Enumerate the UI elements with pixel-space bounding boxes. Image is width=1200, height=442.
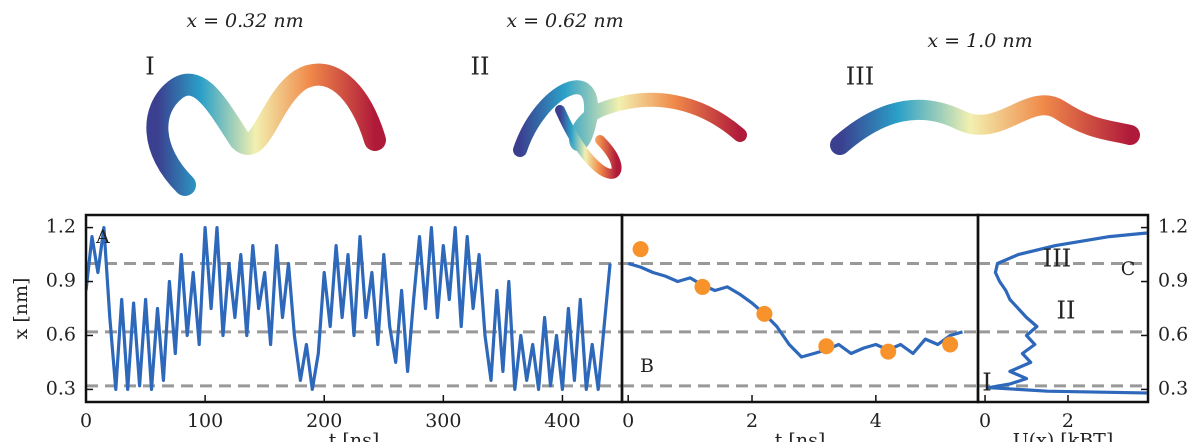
point bbox=[756, 305, 773, 322]
structure-value: x = 0.32 nm bbox=[186, 10, 303, 32]
x-tick-label: 0 bbox=[80, 410, 92, 432]
x-tick-label: 400 bbox=[544, 410, 580, 432]
x-axis-label: t [ns] bbox=[329, 429, 380, 442]
point bbox=[880, 343, 897, 360]
y-tick-label: 0.3 bbox=[46, 377, 76, 399]
structure-value: x = 0.62 nm bbox=[506, 10, 623, 32]
y-tick-label: 0.6 bbox=[46, 323, 76, 345]
line bbox=[987, 231, 1147, 395]
y-tick-label: 0.3 bbox=[1158, 377, 1188, 399]
line bbox=[86, 226, 612, 391]
plot-area bbox=[86, 226, 612, 391]
protein-renderings bbox=[146, 63, 1140, 196]
x-tick-label: 100 bbox=[187, 410, 223, 432]
x-axis-label: t [ns] bbox=[775, 429, 826, 442]
x-tick-label: 2 bbox=[1062, 410, 1074, 432]
y-axis-label: x [nm] bbox=[10, 278, 32, 340]
y-tick-label: 1.2 bbox=[1158, 216, 1188, 238]
x-tick-label: 0 bbox=[622, 410, 634, 432]
x-tick-label: 4 bbox=[870, 410, 882, 432]
plot-area bbox=[987, 231, 1147, 395]
y-tick-label: 0.9 bbox=[1158, 270, 1188, 292]
point bbox=[942, 336, 959, 353]
frame bbox=[976, 213, 1150, 404]
point bbox=[694, 278, 711, 295]
line bbox=[627, 261, 963, 359]
x-tick-label: 0 bbox=[979, 410, 991, 432]
structure-roman: II bbox=[471, 53, 490, 81]
x-tick-label: 300 bbox=[425, 410, 461, 432]
plot-area bbox=[627, 241, 963, 360]
structure-roman: III bbox=[846, 63, 874, 91]
point bbox=[632, 241, 649, 258]
state-label: II bbox=[1057, 297, 1076, 325]
panel-label: A bbox=[95, 226, 110, 248]
y-tick-label: 0.9 bbox=[46, 270, 76, 292]
state-label: I bbox=[982, 369, 991, 397]
y-tick-label: 1.2 bbox=[46, 216, 76, 238]
panel: 0 100 200 300 400 0.3 0.6 0.9 1.2 t [ns] x [nm] A bbox=[10, 213, 624, 442]
structure-roman: I bbox=[145, 53, 154, 81]
structure-value: x = 1.0 nm bbox=[927, 30, 1032, 52]
frame bbox=[620, 213, 980, 404]
point bbox=[818, 338, 835, 355]
x-axis-label: U(x) [kBT] bbox=[1013, 429, 1114, 442]
panel: 0 2 4 t [ns] B bbox=[620, 213, 980, 442]
state-label: III bbox=[1043, 245, 1071, 273]
panel-label: C bbox=[1121, 258, 1136, 280]
y-tick-label: 0.6 bbox=[1158, 323, 1188, 345]
x-tick-label: 200 bbox=[306, 410, 342, 432]
x-tick-label: 2 bbox=[746, 410, 758, 432]
panel-label: B bbox=[640, 355, 654, 377]
